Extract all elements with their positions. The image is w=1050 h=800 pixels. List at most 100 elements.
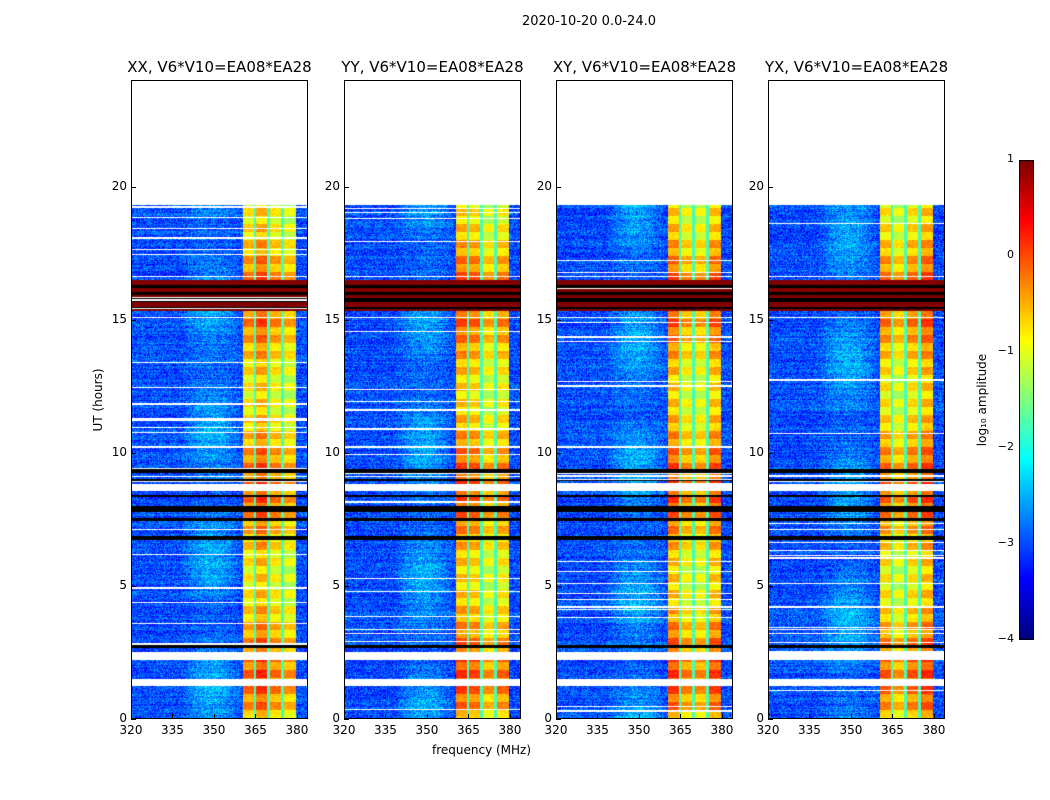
x-tick-mark	[721, 714, 723, 719]
x-tick-label: 320	[756, 723, 780, 737]
y-tick-label: 15	[748, 311, 764, 326]
x-tick-label: 365	[669, 723, 692, 737]
y-tick-label: 15	[111, 311, 127, 326]
colorbar-label: log₁₀ amplitude	[975, 353, 989, 447]
colorbar-tick-label: 1	[1007, 152, 1014, 165]
colorbar-tick-label: −4	[997, 632, 1014, 645]
y-tick-mark	[768, 319, 773, 321]
y-tick-label: 5	[756, 577, 764, 592]
waterfall-heatmap	[557, 81, 732, 718]
y-tick-mark	[131, 319, 136, 321]
x-tick-label: 320	[544, 723, 568, 737]
x-tick-mark	[809, 714, 811, 719]
y-tick-label: 10	[536, 444, 552, 459]
y-tick-mark	[344, 585, 349, 587]
y-tick-label: 20	[748, 178, 764, 193]
waterfall-heatmap	[769, 81, 944, 718]
y-tick-mark	[131, 186, 136, 188]
x-tick-mark	[850, 714, 852, 719]
x-tick-mark	[213, 714, 215, 719]
x-tick-label: 335	[798, 723, 821, 737]
y-tick-label: 0	[544, 711, 552, 725]
y-tick-mark	[768, 452, 773, 454]
y-tick-mark	[131, 719, 136, 720]
x-tick-label: 365	[244, 723, 267, 737]
colorbar-tick-label: 0	[1007, 248, 1014, 261]
y-tick-mark	[768, 585, 773, 587]
x-tick-mark	[426, 714, 428, 719]
colorbar-tick-label: −3	[997, 536, 1014, 549]
y-tick-mark	[344, 452, 349, 454]
y-tick-mark	[556, 319, 561, 321]
y-tick-label: 5	[119, 577, 127, 592]
y-tick-mark	[131, 585, 136, 587]
y-tick-label: 5	[332, 577, 340, 592]
x-tick-label: 335	[374, 723, 397, 737]
x-tick-label: 335	[586, 723, 609, 737]
x-tick-label: 335	[161, 723, 184, 737]
x-tick-label: 350	[627, 723, 651, 737]
x-tick-mark	[768, 714, 769, 719]
panel-0-axes	[131, 80, 308, 719]
y-tick-mark	[768, 186, 773, 188]
y-tick-label: 20	[111, 178, 127, 193]
x-tick-mark	[509, 714, 511, 719]
y-tick-label: 10	[111, 444, 127, 459]
y-tick-label: 10	[748, 444, 764, 459]
colorbar-tick-label: −1	[997, 344, 1014, 357]
y-tick-mark	[344, 186, 349, 188]
y-tick-mark	[556, 452, 561, 454]
y-tick-mark	[556, 186, 561, 188]
y-tick-label: 0	[332, 711, 340, 725]
x-tick-label: 320	[119, 723, 143, 737]
colorbar	[1019, 160, 1034, 640]
y-axis-label: UT (hours)	[91, 368, 105, 432]
panel-title: YX, V6*V10=EA08*EA28	[764, 58, 949, 76]
x-axis-label: frequency (MHz)	[432, 743, 532, 757]
x-tick-label: 380	[922, 723, 946, 737]
y-tick-label: 5	[544, 577, 552, 592]
x-tick-mark	[255, 714, 257, 719]
y-tick-mark	[556, 585, 561, 587]
y-tick-mark	[556, 719, 561, 720]
x-tick-mark	[385, 714, 387, 719]
panel-3-axes	[768, 80, 945, 719]
colorbar-gradient	[1020, 161, 1033, 639]
y-tick-mark	[131, 452, 136, 454]
waterfall-heatmap	[345, 81, 520, 718]
x-tick-mark	[597, 714, 599, 719]
figure-title: 2020-10-20 0.0-24.0	[522, 14, 656, 29]
y-tick-label: 20	[324, 178, 340, 193]
panel-title: YY, V6*V10=EA08*EA28	[341, 58, 524, 76]
panel-title: XY, V6*V10=EA08*EA28	[552, 58, 737, 76]
x-tick-mark	[638, 714, 640, 719]
panel-title: XX, V6*V10=EA08*EA28	[127, 58, 312, 76]
panel-1-axes	[344, 80, 521, 719]
panel-2-axes	[556, 80, 733, 719]
x-tick-mark	[556, 714, 557, 719]
x-tick-mark	[172, 714, 174, 719]
x-tick-label: 380	[710, 723, 734, 737]
y-tick-mark	[344, 719, 349, 720]
x-tick-label: 380	[285, 723, 309, 737]
x-tick-mark	[680, 714, 682, 719]
x-tick-label: 380	[498, 723, 522, 737]
y-tick-label: 10	[324, 444, 340, 459]
y-tick-label: 0	[756, 711, 764, 725]
y-tick-mark	[768, 719, 773, 720]
x-tick-mark	[933, 714, 935, 719]
x-tick-label: 350	[202, 723, 226, 737]
x-tick-mark	[344, 714, 345, 719]
x-tick-mark	[468, 714, 470, 719]
y-tick-label: 15	[536, 311, 552, 326]
waterfall-heatmap	[132, 81, 307, 718]
x-tick-label: 365	[457, 723, 480, 737]
x-tick-label: 320	[332, 723, 356, 737]
x-tick-label: 350	[839, 723, 863, 737]
y-tick-mark	[344, 319, 349, 321]
x-tick-label: 350	[415, 723, 439, 737]
y-tick-label: 0	[119, 711, 127, 725]
colorbar-tick-label: −2	[997, 440, 1014, 453]
x-tick-label: 365	[881, 723, 904, 737]
